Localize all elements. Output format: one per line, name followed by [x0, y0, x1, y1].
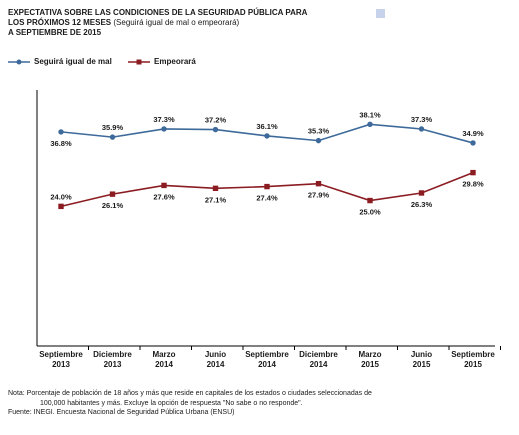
data-label: 27.1% — [205, 195, 227, 204]
data-label: 38.1% — [359, 110, 381, 119]
data-label: 26.3% — [411, 200, 433, 209]
legend-item-seguira: Seguirá igual de mal — [8, 57, 112, 66]
x-tick-label: 2013 — [52, 360, 70, 369]
data-point — [367, 121, 373, 128]
data-label: 24.0% — [50, 192, 72, 201]
legend-label-empeorara: Empeorará — [154, 57, 196, 66]
x-tick-label: 2015 — [464, 360, 482, 369]
data-point — [161, 182, 167, 189]
data-label: 34.9% — [462, 129, 484, 138]
decorative-square — [376, 9, 385, 18]
x-tick-label: Septiembre — [39, 350, 83, 359]
data-point — [418, 190, 425, 196]
x-tick-label: Junio — [205, 350, 226, 359]
footnote-line-2: 100,000 habitantes y más. Excluye la opc… — [40, 399, 303, 407]
data-point — [109, 134, 116, 140]
legend-line-circle-icon — [8, 59, 30, 64]
data-point — [264, 183, 270, 190]
x-tick-label: Marzo — [358, 350, 381, 359]
title-line-2-bold: LOS PRÓXIMOS 12 MESES — [8, 18, 112, 27]
data-label: 26.1% — [102, 201, 124, 210]
title-line-1: EXPECTATIVA SOBRE LAS CONDICIONES DE LA … — [8, 8, 308, 17]
data-point — [109, 191, 116, 197]
legend-item-empeorara: Empeorará — [128, 57, 196, 66]
title-line-2-subtitle: (Seguirá igual de mal o empeorará) — [113, 18, 240, 27]
data-point — [58, 203, 64, 210]
data-label: 37.2% — [205, 116, 227, 125]
data-label: 35.9% — [102, 123, 124, 132]
x-tick-label: 2015 — [413, 360, 431, 369]
footnote: Nota: Porcentaje de población de 18 años… — [8, 389, 508, 418]
data-label: 25.0% — [359, 208, 381, 217]
data-label: 37.3% — [411, 115, 433, 124]
x-tick-label: Junio — [411, 350, 432, 359]
legend-line-square-icon — [128, 59, 151, 64]
data-point — [212, 185, 219, 192]
data-point — [212, 126, 219, 133]
x-tick-label: Marzo — [152, 350, 175, 359]
data-label: 27.6% — [153, 192, 175, 201]
x-tick-label: 2014 — [155, 360, 173, 369]
data-label: 35.3% — [308, 127, 330, 136]
data-point — [470, 140, 476, 146]
data-point — [367, 197, 373, 204]
data-label: 36.1% — [256, 122, 278, 131]
data-point — [264, 133, 270, 139]
footnote-line-1: Nota: Porcentaje de población de 18 años… — [8, 390, 372, 397]
title-line-3: A SEPTIEMBRE DE 2015 — [8, 28, 102, 37]
data-label: 27.4% — [256, 194, 278, 203]
data-point — [470, 169, 476, 176]
x-tick-label: 2014 — [310, 360, 328, 369]
data-point — [58, 129, 64, 135]
x-tick-label: 2013 — [104, 360, 122, 369]
data-label: 27.9% — [308, 191, 330, 200]
chart-legend: Seguirá igual de mal Empeorará — [8, 57, 210, 68]
chart-title: EXPECTATIVA SOBRE LAS CONDICIONES DE LA … — [8, 8, 428, 38]
data-label: 37.3% — [153, 115, 175, 124]
data-label: 29.8% — [462, 180, 484, 189]
title-line-2: LOS PRÓXIMOS 12 MESES (Seguirá igual de … — [8, 18, 428, 28]
x-tick-label: Diciembre — [93, 350, 132, 359]
data-label: 36.8% — [50, 139, 72, 148]
x-tick-label: Septiembre — [451, 350, 495, 359]
x-tick-label: 2014 — [258, 360, 276, 369]
footnote-source: Fuente: INEGI. Encuesta Nacional de Segu… — [8, 409, 235, 416]
data-point — [315, 137, 322, 144]
data-point — [315, 180, 322, 187]
legend-label-seguira: Seguirá igual de mal — [34, 57, 112, 66]
x-tick-label: Septiembre — [245, 350, 289, 359]
x-tick-label: 2014 — [207, 360, 225, 369]
data-point — [161, 126, 167, 132]
x-tick-label: Diciembre — [299, 350, 338, 359]
data-point — [418, 126, 425, 132]
x-tick-label: 2015 — [361, 360, 379, 369]
